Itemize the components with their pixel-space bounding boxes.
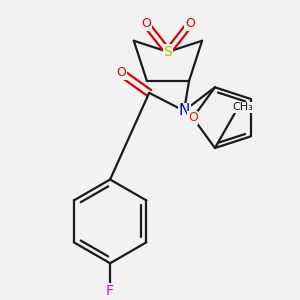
Text: CH₃: CH₃: [232, 102, 253, 112]
Text: S: S: [164, 45, 172, 59]
Text: F: F: [106, 284, 114, 298]
Text: O: O: [141, 17, 151, 30]
Text: O: O: [185, 17, 195, 30]
Text: O: O: [116, 66, 126, 80]
Text: N: N: [178, 103, 190, 118]
Text: O: O: [188, 111, 198, 124]
